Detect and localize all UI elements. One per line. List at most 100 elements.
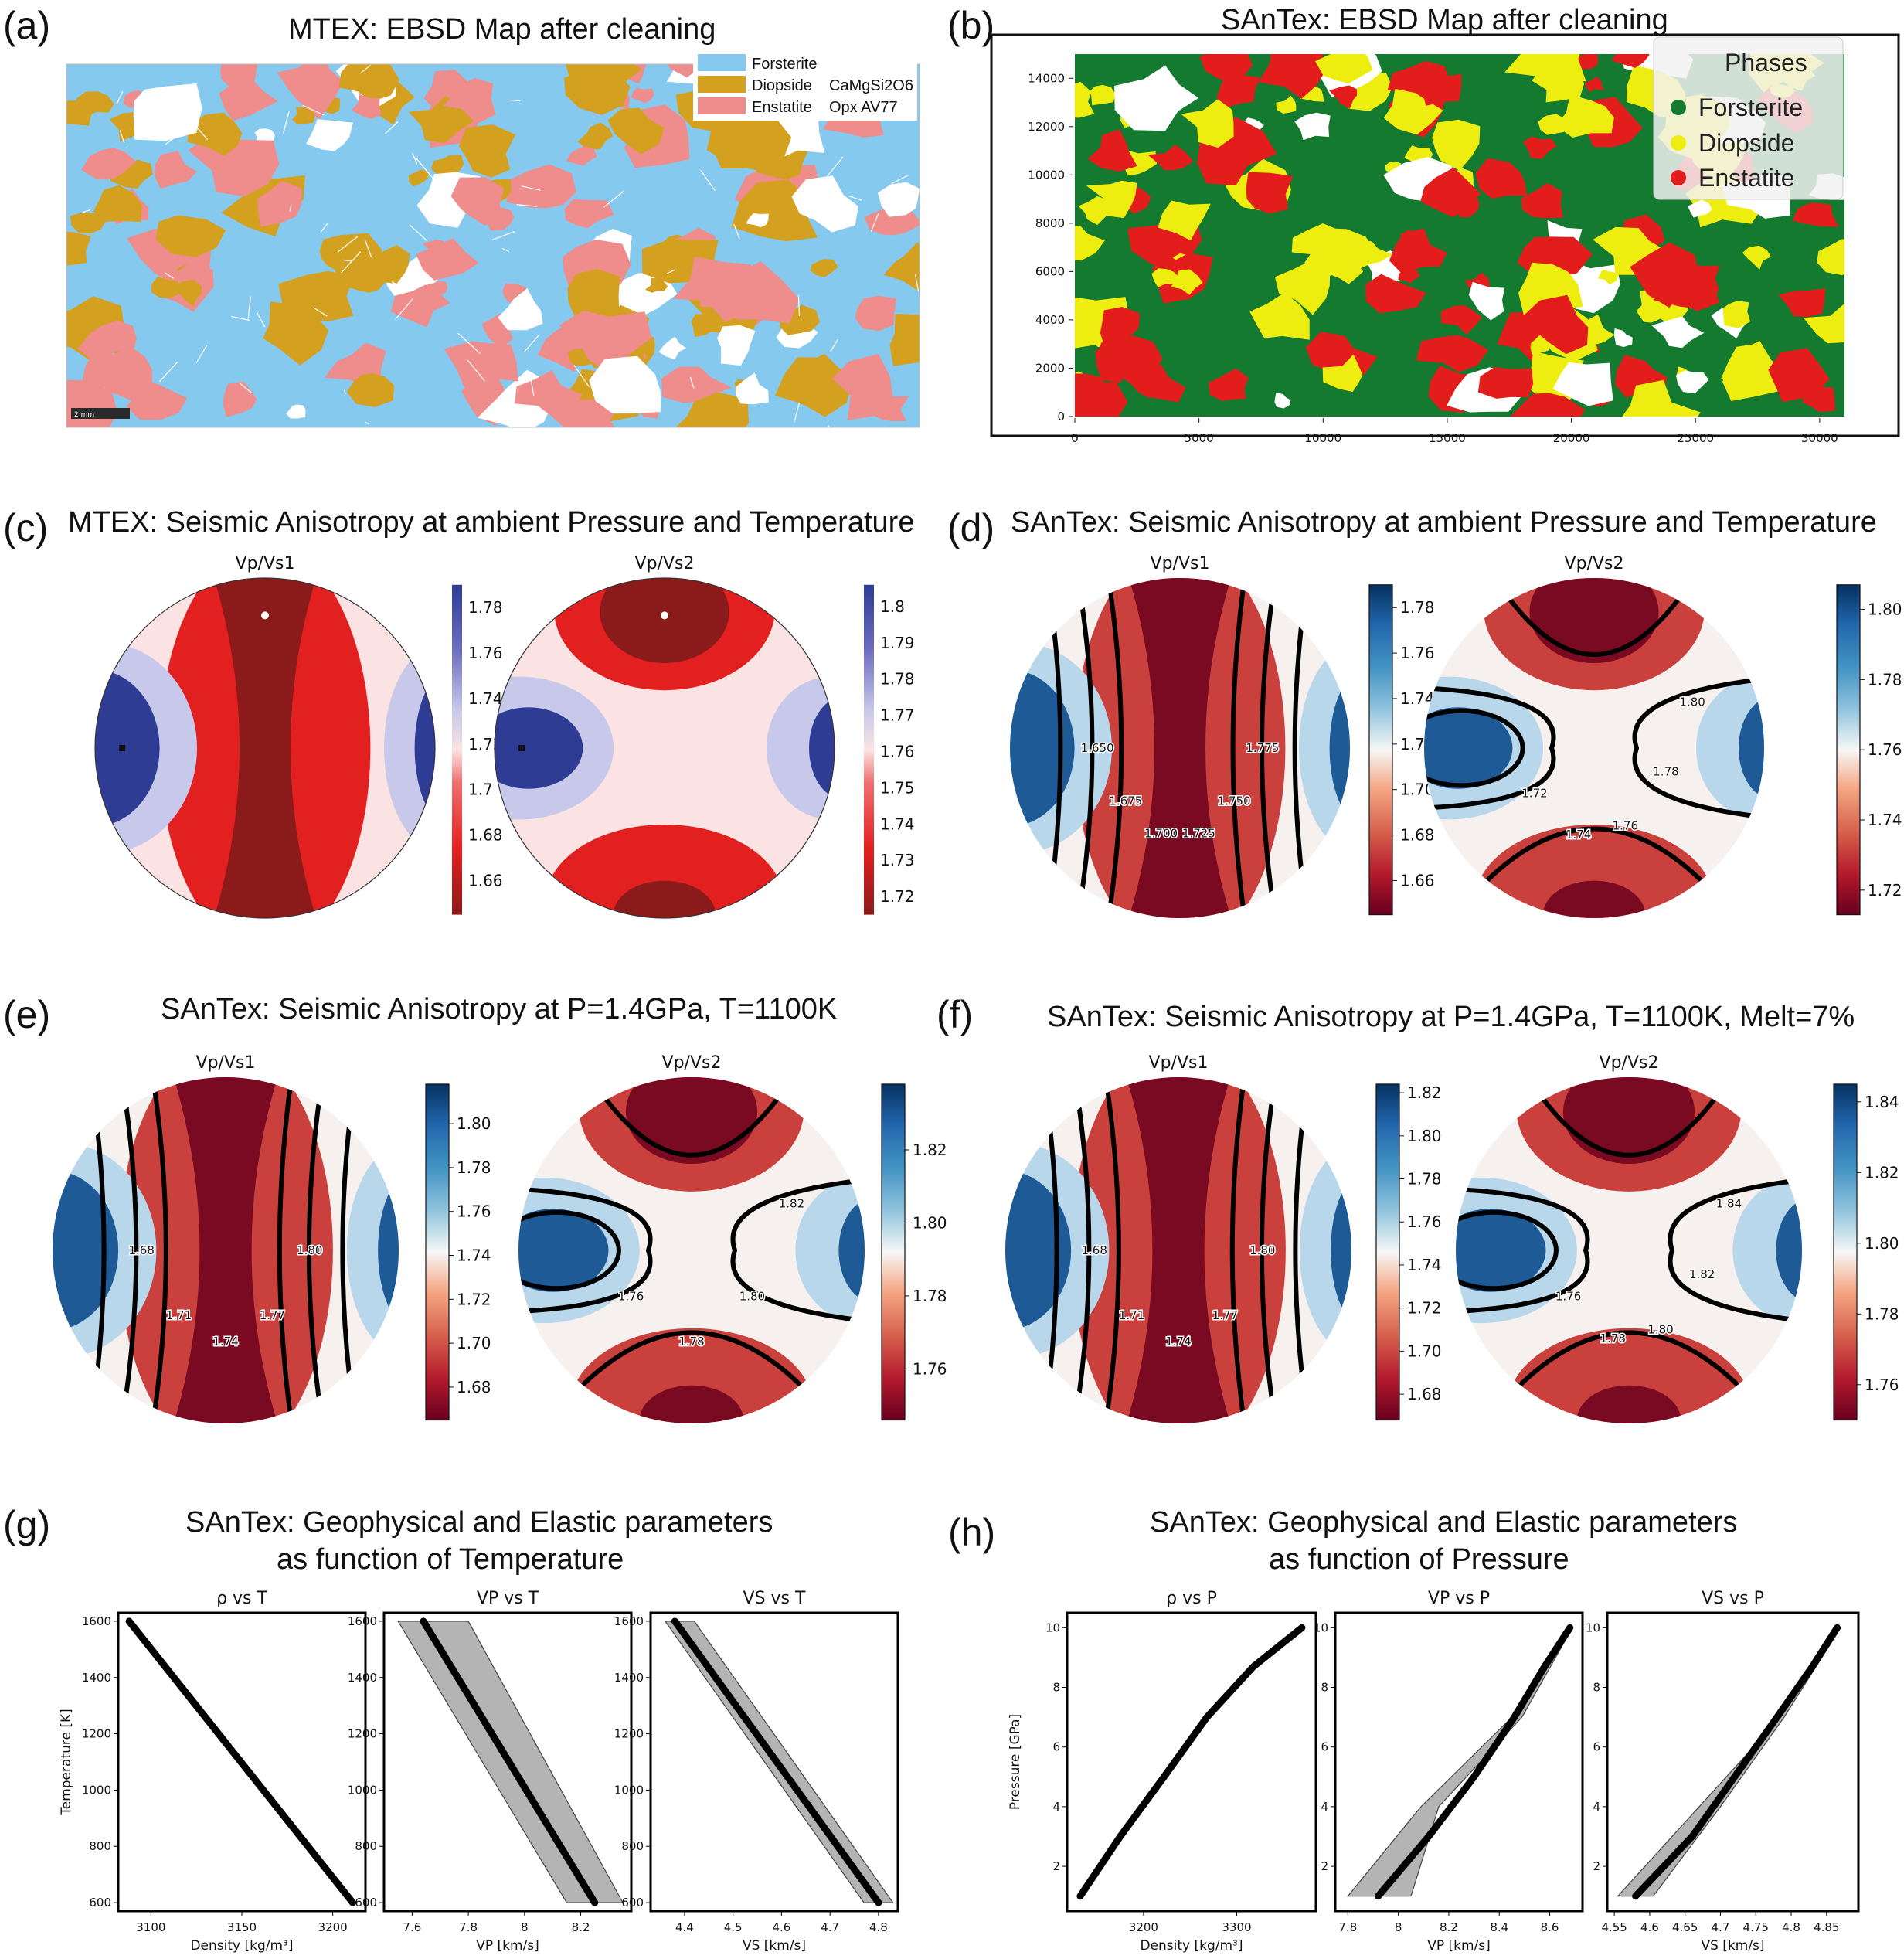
min-zone-bottom [639,1385,744,1423]
plot-frame [649,1611,899,1913]
grain [155,215,226,257]
grain [1087,129,1137,172]
legend-forsterite: Forsterite [1698,94,1803,121]
x-axis-label: VP [km/s] [1427,1938,1491,1954]
grain [1522,294,1589,355]
min-zone [1126,1077,1231,1423]
grain [1630,242,1699,308]
high-zone-right [1299,642,1350,854]
data-line [1375,1624,1574,1900]
pole-figure-title: Vp/Vs2 [662,1053,722,1073]
grain-boundary [412,152,418,165]
x-tick-label: 30000 [1801,431,1838,445]
grain [675,392,749,427]
data-line [1076,1624,1306,1900]
legend-a: Forsterite Diopside CaMgSi2O6 Enstatite … [693,49,917,121]
colorbar-tick-label: 1.74 [1407,1256,1442,1274]
grain [1722,340,1788,401]
panel-title-c: MTEX: Seismic Anisotropy at ambient Pres… [68,506,914,539]
grain [133,83,202,141]
pole-figure-c2: Vp/Vs2 1.8 1.79 1.78 1.77 1.76 1.75 1.74 1.73 1.7… [494,554,915,919]
panel-title-g-line1: SAnTex: Geophysical and Elastic paramete… [185,1506,773,1539]
legend-enstatite: Enstatite [1698,164,1795,192]
plot-title: VP vs P [1428,1589,1490,1608]
grain [866,396,910,421]
y-tick-label: 600 [89,1896,111,1910]
legend-enstatite-code: Opx AV77 [829,99,898,116]
grain [673,256,753,322]
grain-boundary [247,296,251,319]
grain [390,284,450,328]
min-zone-top [1529,578,1659,663]
pole-figure-d1: Vp/Vs1 1.650 1.675 1.700 1.725 1.750 1.775 1.78… [1010,554,1435,918]
y-tick-label: 10000 [1028,168,1065,182]
grain [1078,196,1112,226]
panel-label: (b) [947,4,994,47]
min-zone-bottom [1576,1385,1681,1423]
colorbar-tick-label: 1.84 [1865,1093,1899,1111]
grain [1275,260,1331,315]
grain [691,314,715,338]
contour-line [1230,578,1247,918]
grain [542,399,621,427]
plot-title: ρ vs T [216,1589,267,1608]
grain-boundary [689,376,695,389]
pole-figure-field [495,578,835,918]
panel-title-e: SAnTex: Seismic Anisotropy at P=1.4GPa, … [161,993,837,1025]
y-tick-label: 1600 [614,1614,644,1628]
line-plot-h2: VP vs P 7.8 8 8.2 8.4 8.6 2 4 6 8 10 VP [km/s] [1314,1589,1584,1954]
max-zone-right [809,697,835,799]
y-tick-label: 2 [1593,1859,1600,1873]
colorbar-tick-label: 1.68 [468,826,503,845]
colorbar-tick-label: 1.80 [1407,1127,1442,1145]
grain [1586,76,1604,92]
grain-boundary [409,224,428,242]
contour-label: 1.77 [1212,1308,1238,1322]
contour-label: 1.76 [618,1289,644,1303]
grain-boundary [231,315,250,321]
grain [1722,301,1751,328]
grain [450,177,505,226]
grain [717,325,756,366]
contour-line [150,1077,168,1423]
max-zone-right [1776,1198,1802,1303]
high-zone-right [1299,1143,1352,1358]
colorbar-tick-label: 1.82 [913,1141,947,1159]
min-marker [261,611,269,620]
grain [1802,386,1835,413]
grain [559,310,652,378]
panel-label: (a) [3,4,50,47]
contour-line [518,1209,621,1291]
y-tick-label: 10 [1046,1621,1060,1634]
colorbar-tick-label: 1.76 [1407,1212,1442,1231]
grain [352,94,382,120]
grain [1100,307,1141,351]
max-zone-left [1456,1209,1546,1292]
colorbar-tick-label: 1.76 [880,743,915,761]
grain-boundary [289,204,292,212]
colorbar-tick-label: 1.66 [468,871,503,889]
colorbar-tick-label: 1.74 [468,689,503,708]
x-tick-label: 10000 [1304,431,1341,445]
contour-line [527,1187,653,1314]
min-zone [1129,578,1231,918]
y-axis-label: Pressure [GPa] [1008,1714,1023,1810]
line-plot-h3: VS vs P 4.55 4.6 4.65 4.7 4.75 4.8 4.85 2 4 6 8 10 VS… [1586,1589,1860,1954]
grain [442,78,496,124]
grain-boundary [523,334,540,352]
x-tick-label: 4.7 [821,1920,839,1934]
grain-boundary [830,338,838,352]
panel-label-d: (d) [947,506,994,549]
grain [1347,240,1393,270]
y-tick-label: 1200 [348,1727,377,1741]
min-zone [214,578,316,918]
line-plot-g2: VP vs T 7.6 7.8 8 8.2 600 800 1000 1200 1400 1600 V… [348,1589,633,1954]
pole-figure-field [95,578,435,918]
pole-figure-title: Vp/Vs2 [1565,554,1624,573]
grain [1090,84,1116,106]
grain-boundary [119,130,125,144]
grain [855,295,897,332]
grain [1416,335,1489,372]
grain-boundary [256,311,266,328]
